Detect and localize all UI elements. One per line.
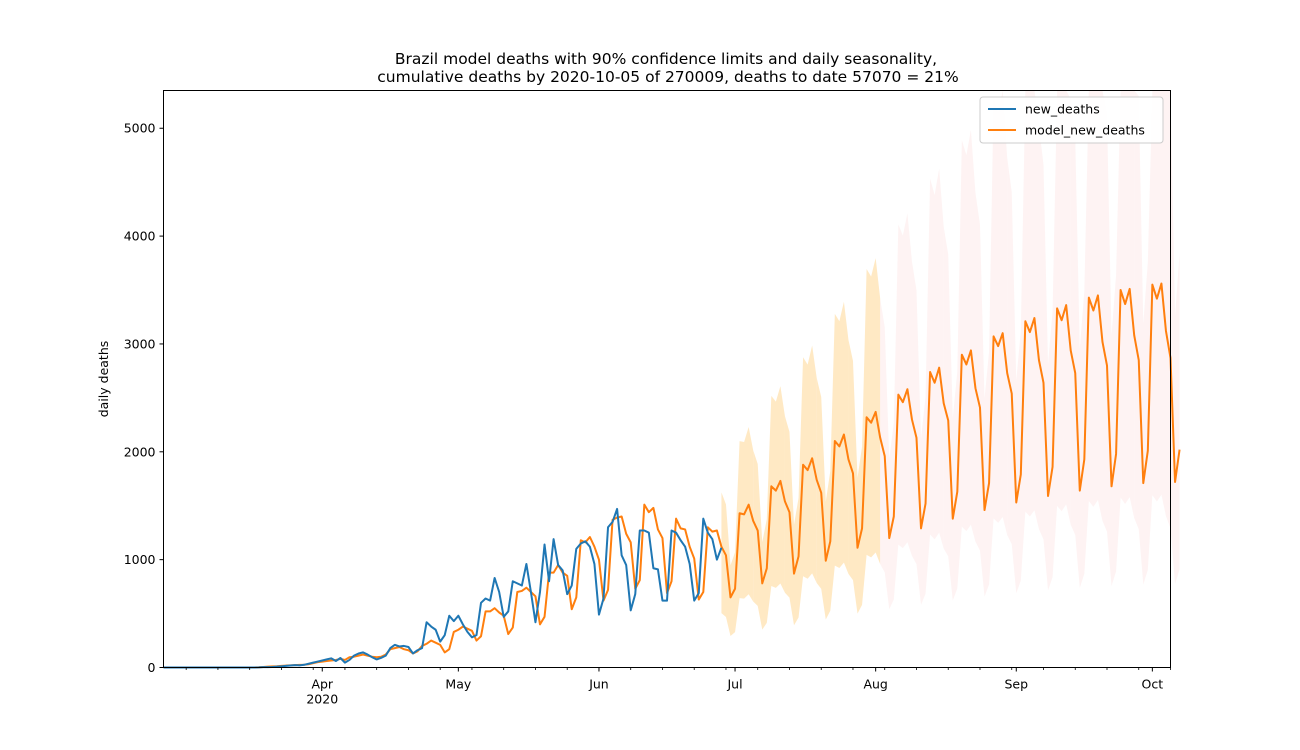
chart-title: Brazil model deaths with 90% confidence … bbox=[395, 50, 937, 68]
plot-frame bbox=[163, 90, 1171, 668]
x-tick-label: Sep bbox=[1004, 677, 1028, 692]
confidence-band-segment bbox=[911, 168, 944, 605]
confidence-band-segment bbox=[1038, 90, 1071, 591]
confidence-band-segment bbox=[753, 386, 785, 630]
confidence-band-segment bbox=[1007, 90, 1039, 594]
y-axis: 0 1000 2000 3000 4000 5000 bbox=[124, 121, 164, 675]
chart-subtitle: cumulative deaths by 2020-10-05 of 27000… bbox=[377, 68, 958, 86]
confidence-band-segment bbox=[975, 90, 1008, 597]
legend: new_deaths model_new_deaths bbox=[979, 96, 1164, 144]
confidence-band-segment bbox=[721, 427, 754, 636]
y-tick-label: 0 bbox=[148, 660, 156, 675]
confidence-band-segment bbox=[1070, 90, 1103, 588]
legend-label-model-new-deaths: model_new_deaths bbox=[1025, 123, 1145, 138]
confidence-band-segment bbox=[943, 130, 976, 601]
confidence-band-segment bbox=[784, 345, 817, 626]
confidence-band bbox=[721, 90, 1180, 636]
legend-label-new-deaths: new_deaths bbox=[1025, 102, 1100, 117]
x-tick-label: May bbox=[445, 677, 471, 692]
y-tick-label: 2000 bbox=[124, 444, 156, 459]
confidence-band-segment bbox=[816, 301, 849, 620]
plot-area bbox=[163, 90, 1181, 669]
y-axis-label: daily deaths bbox=[96, 341, 111, 418]
y-tick-label: 3000 bbox=[124, 336, 156, 351]
x-tick-label: Jul bbox=[726, 677, 742, 692]
confidence-band-segment bbox=[1165, 90, 1180, 585]
y-tick-label: 4000 bbox=[124, 229, 156, 244]
y-tick-label: 5000 bbox=[124, 121, 156, 136]
x-tick-label: Jun bbox=[588, 677, 609, 692]
legend-box bbox=[979, 96, 1164, 144]
x-tick-label: Apr bbox=[311, 677, 333, 692]
x-tick-year-label: 2020 bbox=[306, 692, 338, 707]
y-tick-label: 1000 bbox=[124, 552, 156, 567]
x-tick-label: Aug bbox=[863, 677, 887, 692]
confidence-band-segment bbox=[848, 258, 881, 614]
x-tick-label: Oct bbox=[1142, 677, 1164, 692]
confidence-band-segment bbox=[880, 213, 912, 610]
series-line-new-deaths bbox=[163, 507, 723, 669]
